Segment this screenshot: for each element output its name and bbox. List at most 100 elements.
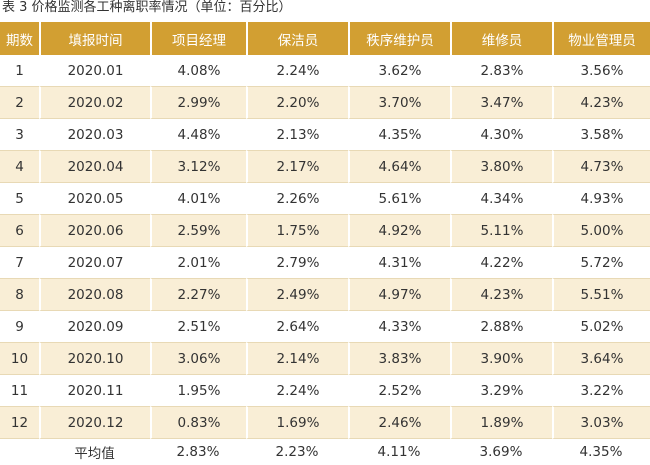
cell-project-manager: 2.01% [150,247,246,279]
cell-security-staff: 4.97% [348,279,450,311]
cell-maintenance-staff: 2.83% [450,55,552,87]
cell-security-staff: 3.83% [348,343,450,375]
cell-project-manager: 4.08% [150,55,246,87]
cell-security-staff: 2.46% [348,407,450,439]
table-row: 5 2020.05 4.01% 2.26% 5.61% 4.34% 4.93% [0,183,650,215]
table-row: 2 2020.02 2.99% 2.20% 3.70% 3.47% 4.23% [0,87,650,119]
cell-cleaner: 2.24% [246,375,348,407]
turnover-rate-table: 期数 填报时间 项目经理 保洁员 秩序维护员 维修员 物业管理员 1 2020.0… [0,22,650,465]
cell-project-manager: 2.51% [150,311,246,343]
average-maintenance-staff: 3.69% [450,439,552,465]
cell-period: 6 [0,215,39,247]
cell-period: 11 [0,375,39,407]
table-row: 10 2020.10 3.06% 2.14% 3.83% 3.90% 3.64% [0,343,650,375]
cell-property-administrator: 5.72% [552,247,650,279]
cell-security-staff: 4.35% [348,119,450,151]
header-maintenance-staff: 维修员 [450,22,552,55]
cell-cleaner: 1.75% [246,215,348,247]
cell-property-administrator: 5.51% [552,279,650,311]
cell-maintenance-staff: 3.29% [450,375,552,407]
cell-cleaner: 2.64% [246,311,348,343]
cell-report-date: 2020.12 [39,407,150,439]
table-row: 7 2020.07 2.01% 2.79% 4.31% 4.22% 5.72% [0,247,650,279]
table-body: 1 2020.01 4.08% 2.24% 3.62% 2.83% 3.56% 2 2020.0… [0,55,650,439]
cell-cleaner: 2.79% [246,247,348,279]
cell-property-administrator: 4.93% [552,183,650,215]
cell-security-staff: 3.70% [348,87,450,119]
cell-period: 2 [0,87,39,119]
cell-maintenance-staff: 4.34% [450,183,552,215]
cell-period: 8 [0,279,39,311]
table-row: 3 2020.03 4.48% 2.13% 4.35% 4.30% 3.58% [0,119,650,151]
header-project-manager: 项目经理 [150,22,246,55]
cell-maintenance-staff: 1.89% [450,407,552,439]
table-row: 12 2020.12 0.83% 1.69% 2.46% 1.89% 3.03% [0,407,650,439]
cell-property-administrator: 3.03% [552,407,650,439]
cell-cleaner: 2.13% [246,119,348,151]
cell-report-date: 2020.10 [39,343,150,375]
cell-period: 1 [0,55,39,87]
cell-project-manager: 2.99% [150,87,246,119]
cell-period: 7 [0,247,39,279]
table-header: 期数 填报时间 项目经理 保洁员 秩序维护员 维修员 物业管理员 [0,22,650,55]
cell-project-manager: 0.83% [150,407,246,439]
cell-maintenance-staff: 3.80% [450,151,552,183]
table-row: 1 2020.01 4.08% 2.24% 3.62% 2.83% 3.56% [0,55,650,87]
cell-maintenance-staff: 3.47% [450,87,552,119]
cell-report-date: 2020.04 [39,151,150,183]
average-cleaner: 2.23% [246,439,348,465]
table-caption: 表 3 价格监测各工种离职率情况（单位：百分比） [2,0,292,15]
cell-project-manager: 2.27% [150,279,246,311]
average-label: 平均值 [39,439,150,465]
cell-property-administrator: 5.00% [552,215,650,247]
cell-period: 9 [0,311,39,343]
cell-project-manager: 4.01% [150,183,246,215]
cell-period: 5 [0,183,39,215]
cell-maintenance-staff: 3.90% [450,343,552,375]
cell-property-administrator: 3.58% [552,119,650,151]
cell-cleaner: 2.26% [246,183,348,215]
cell-maintenance-staff: 4.30% [450,119,552,151]
cell-period: 12 [0,407,39,439]
average-project-manager: 2.83% [150,439,246,465]
cell-maintenance-staff: 5.11% [450,215,552,247]
cell-project-manager: 4.48% [150,119,246,151]
cell-security-staff: 3.62% [348,55,450,87]
cell-project-manager: 2.59% [150,215,246,247]
cell-report-date: 2020.08 [39,279,150,311]
table-footer: 平均值 2.83% 2.23% 4.11% 3.69% 4.35% [0,439,650,465]
cell-project-manager: 3.12% [150,151,246,183]
cell-maintenance-staff: 4.23% [450,279,552,311]
cell-cleaner: 2.20% [246,87,348,119]
cell-maintenance-staff: 2.88% [450,311,552,343]
header-report-date: 填报时间 [39,22,150,55]
cell-property-administrator: 4.23% [552,87,650,119]
cell-report-date: 2020.01 [39,55,150,87]
cell-property-administrator: 3.22% [552,375,650,407]
cell-cleaner: 2.49% [246,279,348,311]
cell-period: 10 [0,343,39,375]
average-security-staff: 4.11% [348,439,450,465]
cell-security-staff: 4.92% [348,215,450,247]
header-property-administrator: 物业管理员 [552,22,650,55]
cell-report-date: 2020.11 [39,375,150,407]
table-row: 8 2020.08 2.27% 2.49% 4.97% 4.23% 5.51% [0,279,650,311]
cell-cleaner: 2.14% [246,343,348,375]
cell-report-date: 2020.06 [39,215,150,247]
header-period: 期数 [0,22,39,55]
cell-cleaner: 2.24% [246,55,348,87]
cell-maintenance-staff: 4.22% [450,247,552,279]
average-blank-cell [0,439,39,465]
cell-security-staff: 5.61% [348,183,450,215]
header-cleaner: 保洁员 [246,22,348,55]
cell-cleaner: 1.69% [246,407,348,439]
average-property-administrator: 4.35% [552,439,650,465]
cell-property-administrator: 4.73% [552,151,650,183]
cell-property-administrator: 5.02% [552,311,650,343]
cell-report-date: 2020.02 [39,87,150,119]
cell-report-date: 2020.03 [39,119,150,151]
cell-project-manager: 1.95% [150,375,246,407]
cell-security-staff: 4.33% [348,311,450,343]
table-row: 11 2020.11 1.95% 2.24% 2.52% 3.29% 3.22% [0,375,650,407]
cell-cleaner: 2.17% [246,151,348,183]
